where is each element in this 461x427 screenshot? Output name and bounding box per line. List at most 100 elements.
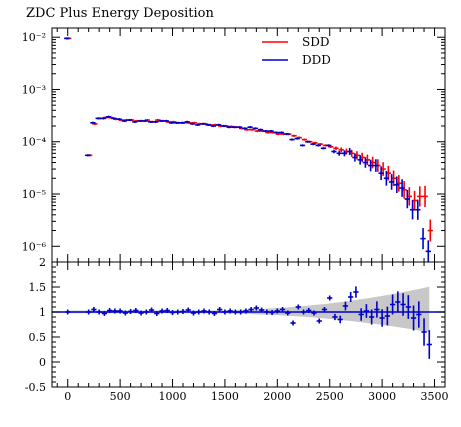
ratio-point <box>96 309 102 315</box>
ratio-point <box>243 308 249 314</box>
ratio-point <box>264 309 270 315</box>
ratio-point <box>201 308 207 314</box>
ratio-point <box>395 291 401 313</box>
ddd-point <box>284 132 290 136</box>
ddd-point <box>409 200 416 220</box>
ratio-y-tick-label: 2 <box>39 256 46 269</box>
ddd-point <box>305 140 311 143</box>
ratio-point <box>180 309 186 314</box>
sdd-point <box>249 128 255 131</box>
ratio-point <box>206 309 212 315</box>
ddd-point <box>216 123 222 127</box>
ddd-point <box>210 124 217 128</box>
ratio-point <box>65 309 71 315</box>
x-tick-label: 2500 <box>316 390 344 403</box>
ratio-point <box>217 307 223 312</box>
ratio-y-tick-label: 0.5 <box>29 331 47 344</box>
x-tick-label: 3500 <box>421 390 449 403</box>
ratio-point <box>148 307 155 313</box>
ratio-point <box>363 304 370 318</box>
ratio-frame <box>51 261 446 388</box>
ddd-point <box>142 119 148 123</box>
ddd-point <box>106 115 112 118</box>
ratio-point <box>86 309 92 315</box>
ddd-point <box>168 121 175 124</box>
ratio-point <box>190 310 197 316</box>
ddd-point <box>226 126 232 129</box>
ddd-point <box>64 37 70 40</box>
ratio-point <box>421 318 427 346</box>
ratio-point <box>379 309 385 327</box>
y-tick-label: 10⁻⁴ <box>22 136 47 149</box>
ratio-point <box>410 305 417 331</box>
ratio-uncertainty-band <box>67 286 430 333</box>
ratio-point <box>374 301 380 318</box>
ratio-panel: -0.5 0 0.5 1 1.5 2 <box>25 256 446 394</box>
ratio-point <box>159 308 165 314</box>
x-tick-label: 500 <box>110 390 131 403</box>
ratio-point <box>327 295 333 301</box>
ratio-point <box>238 309 244 315</box>
ddd-point <box>111 117 117 120</box>
ddd-point <box>331 149 337 154</box>
ddd-point <box>158 119 164 123</box>
ddd-point <box>231 126 238 129</box>
ratio-point <box>389 294 396 315</box>
ddd-point <box>347 147 353 156</box>
ratio-point <box>248 307 254 312</box>
ddd-point <box>278 131 285 134</box>
legend: SDD DDD <box>262 35 331 67</box>
ddd-point <box>420 228 426 250</box>
ddd-point <box>373 159 379 172</box>
ddd-point <box>153 120 159 123</box>
sdd-point <box>417 186 423 207</box>
ddd-point <box>163 119 169 123</box>
ddd-point <box>388 174 395 190</box>
ddd-point <box>174 121 180 124</box>
ratio-point <box>300 309 307 315</box>
ddd-point <box>179 121 185 124</box>
ratio-point <box>112 308 118 314</box>
sdd-point <box>338 147 344 153</box>
ddd-point <box>273 131 279 134</box>
ratio-point <box>175 309 181 315</box>
ratio-point <box>311 310 317 316</box>
ratio-point <box>269 310 275 315</box>
ratio-point <box>211 311 218 316</box>
ratio-point <box>169 310 176 315</box>
ratio-point <box>107 308 113 313</box>
sdd-point <box>333 146 339 151</box>
ddd-point <box>320 147 327 150</box>
ratio-point <box>154 311 160 316</box>
ratio-point <box>353 286 359 298</box>
ddd-point <box>205 123 211 127</box>
ddd-point <box>357 155 363 165</box>
ddd-point <box>425 240 431 263</box>
ratio-point <box>232 309 239 315</box>
ratio-point <box>400 293 406 316</box>
x-tick-label: 1000 <box>159 390 187 403</box>
ddd-point <box>362 157 369 168</box>
ratio-point <box>138 310 144 316</box>
ddd-point <box>326 144 332 147</box>
main-panel: 10⁻⁶ 10⁻⁵ 10⁻⁴ 10⁻³ 10⁻² <box>22 27 446 387</box>
ratio-point <box>274 308 280 314</box>
ratio-point <box>348 292 354 302</box>
ddd-point <box>242 127 248 130</box>
ratio-point <box>321 307 328 312</box>
ratio-point <box>279 307 286 312</box>
ddd-point <box>378 166 384 181</box>
x-tick-label: 0 <box>64 390 71 403</box>
ddd-point <box>368 159 374 172</box>
ratio-point <box>185 307 191 313</box>
ratio-point <box>358 308 364 321</box>
sdd-point <box>254 129 260 133</box>
ddd-point <box>315 144 321 147</box>
ddd-point <box>352 153 358 162</box>
ratio-point <box>143 309 149 315</box>
ratio-point <box>164 308 170 313</box>
ddd-point <box>147 120 154 123</box>
ratio-point <box>426 330 432 359</box>
ratio-point <box>290 320 296 326</box>
